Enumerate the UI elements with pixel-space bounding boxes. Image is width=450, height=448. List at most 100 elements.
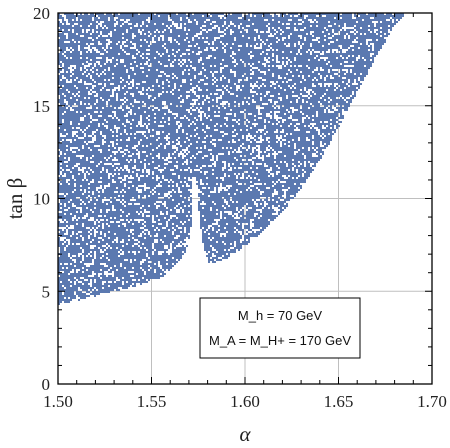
scatter-point [110, 149, 112, 151]
scatter-point [122, 163, 124, 165]
scatter-point [88, 115, 90, 117]
scatter-point [82, 285, 84, 287]
scatter-point [60, 209, 62, 211]
scatter-point [106, 37, 108, 39]
scatter-point [100, 139, 102, 141]
scatter-point [66, 91, 68, 93]
scatter-point [74, 149, 76, 151]
scatter-point [132, 241, 134, 243]
scatter-point [80, 279, 82, 281]
scatter-point [102, 79, 104, 81]
scatter-point [74, 27, 76, 29]
scatter-point [116, 37, 118, 39]
scatter-point [94, 129, 96, 131]
scatter-point [146, 223, 148, 225]
scatter-point [134, 89, 136, 91]
scatter-point [140, 205, 142, 207]
scatter-point [124, 231, 126, 233]
scatter-point [98, 59, 100, 61]
scatter-point [98, 173, 100, 175]
scatter-point [82, 69, 84, 71]
scatter-point [124, 171, 126, 173]
scatter-point [72, 245, 74, 247]
scatter-point [92, 207, 94, 209]
scatter-point [112, 219, 114, 221]
scatter-point [68, 53, 70, 55]
scatter-point [70, 287, 72, 289]
scatter-point [106, 41, 108, 43]
scatter-point [98, 97, 100, 99]
scatter-point [134, 257, 136, 259]
scatter-point [98, 47, 100, 49]
scatter-point [80, 133, 82, 135]
scatter-point [116, 229, 118, 231]
scatter-point [70, 89, 72, 91]
scatter-point [78, 23, 80, 25]
scatter-point [88, 209, 90, 211]
scatter-point [74, 271, 76, 273]
scatter-point [96, 113, 98, 115]
scatter-point [110, 167, 112, 169]
scatter-point [68, 233, 70, 235]
scatter-point [134, 269, 136, 271]
scatter-point [144, 139, 146, 141]
scatter-point [110, 119, 112, 121]
scatter-point [78, 39, 80, 41]
scatter-point [58, 277, 60, 279]
scatter-point [82, 121, 84, 123]
scatter-point [140, 53, 142, 55]
scatter-point [80, 33, 82, 35]
scatter-point [140, 269, 142, 271]
scatter-point [148, 199, 150, 201]
scatter-point [58, 269, 60, 271]
scatter-point [118, 277, 120, 279]
scatter-point [100, 183, 102, 185]
scatter-point [58, 61, 60, 63]
scatter-point [60, 15, 62, 17]
scatter-point [110, 55, 112, 57]
scatter-point [84, 21, 86, 23]
scatter-point [110, 75, 112, 77]
scatter-point [120, 21, 122, 23]
scatter-point [122, 187, 124, 189]
scatter-point [92, 89, 94, 91]
scatter-point [132, 259, 134, 261]
scatter-point [116, 273, 118, 275]
scatter-point [92, 105, 94, 107]
scatter-point [68, 265, 70, 267]
scatter-point [82, 161, 84, 163]
scatter-point [116, 31, 118, 33]
scatter-point [90, 183, 92, 185]
scatter-point [90, 41, 92, 43]
scatter-point [148, 155, 150, 157]
scatter-point [102, 165, 104, 167]
scatter-point [110, 63, 112, 65]
scatter-point [136, 147, 138, 149]
scatter-point [148, 243, 150, 245]
scatter-point [82, 19, 84, 21]
scatter-point [148, 159, 150, 161]
scatter-point [112, 75, 114, 77]
scatter-point [110, 89, 112, 91]
scatter-point [86, 267, 88, 269]
scatter-point [130, 91, 132, 93]
scatter-point [120, 93, 122, 95]
scatter-point [96, 185, 98, 187]
scatter-point [64, 193, 66, 195]
scatter-point [114, 101, 116, 103]
scatter-point [80, 73, 82, 75]
scatter-point [124, 107, 126, 109]
scatter-point [108, 189, 110, 191]
scatter-point [76, 181, 78, 183]
scatter-point [108, 31, 110, 33]
scatter-point [108, 101, 110, 103]
scatter-point [140, 149, 142, 151]
scatter-point [80, 135, 82, 137]
scatter-point [64, 281, 66, 283]
scatter-point [136, 209, 138, 211]
scatter-point [134, 33, 136, 35]
scatter-point [60, 29, 62, 31]
scatter-point [106, 115, 108, 117]
scatter-point [96, 191, 98, 193]
scatter-point [108, 253, 110, 255]
